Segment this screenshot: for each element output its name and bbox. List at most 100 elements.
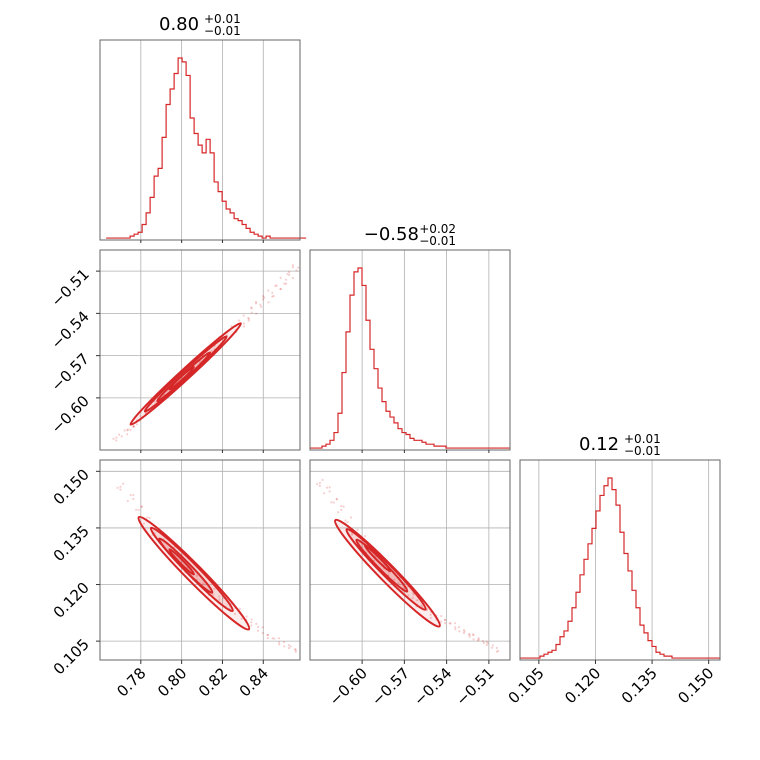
scatter-point bbox=[134, 508, 138, 511]
title-upper-error-0: +0.01 bbox=[204, 12, 241, 26]
scatter-point bbox=[126, 428, 130, 431]
scatter-point bbox=[485, 643, 488, 647]
scatter-point bbox=[122, 482, 125, 485]
y-tick-label: −0.51 bbox=[48, 265, 93, 310]
scatter-point bbox=[132, 425, 135, 428]
contour-level-3 bbox=[168, 365, 195, 391]
scatter-point bbox=[468, 633, 471, 636]
scatter-point bbox=[129, 428, 132, 431]
scatter-point bbox=[328, 486, 331, 489]
scatter-point bbox=[295, 269, 298, 272]
scatter-point bbox=[283, 645, 286, 648]
scatter-point bbox=[364, 535, 367, 538]
scatter-point bbox=[467, 633, 471, 636]
scatter-point bbox=[325, 486, 329, 489]
scatter-point bbox=[259, 303, 262, 306]
scatter-point bbox=[407, 594, 410, 597]
scatter-point bbox=[412, 593, 415, 596]
scatter-point bbox=[458, 630, 461, 633]
contour-level-3 bbox=[168, 548, 195, 576]
scatter-point bbox=[202, 582, 205, 585]
scatter-point bbox=[397, 582, 400, 585]
contour-level-3 bbox=[363, 544, 392, 573]
scatter-point bbox=[393, 578, 396, 581]
scatter-point bbox=[137, 508, 140, 512]
scatter-point bbox=[266, 633, 269, 636]
scatter-point bbox=[119, 488, 122, 491]
scatter-point bbox=[477, 638, 480, 641]
scatter-point bbox=[279, 276, 282, 279]
scatter-point bbox=[218, 598, 221, 601]
title-lower-error-2: −0.01 bbox=[624, 444, 661, 458]
scatter-point bbox=[332, 501, 335, 504]
scatter-point bbox=[463, 630, 466, 633]
scatter-point bbox=[256, 625, 260, 628]
scatter-point bbox=[271, 291, 274, 294]
scatter-point bbox=[142, 522, 146, 525]
scatter-point bbox=[250, 618, 253, 621]
scatter-point bbox=[340, 508, 343, 512]
marginal-title-2: 0.12 bbox=[579, 434, 619, 455]
x-tick-label: −0.60 bbox=[326, 664, 371, 709]
scatter-point bbox=[318, 481, 322, 485]
scatter-point bbox=[135, 423, 139, 426]
scatter-point bbox=[274, 284, 277, 288]
panel-2-0-background bbox=[100, 460, 300, 660]
scatter-point bbox=[279, 288, 282, 291]
y-tick-label: 0.105 bbox=[50, 635, 93, 678]
scatter-point bbox=[254, 302, 258, 305]
scatter-point bbox=[247, 317, 250, 320]
scatter-point bbox=[318, 484, 321, 487]
scatter-point bbox=[117, 433, 121, 436]
x-tick-label: 0.150 bbox=[674, 664, 717, 707]
panel-2-2-background bbox=[520, 460, 720, 660]
scatter-point bbox=[481, 639, 485, 643]
scatter-point bbox=[250, 621, 253, 624]
scatter-point bbox=[288, 271, 291, 274]
scatter-point bbox=[255, 312, 258, 315]
scatter-point bbox=[254, 300, 258, 304]
x-tick-label: 0.78 bbox=[113, 664, 149, 700]
scatter-point bbox=[277, 641, 281, 644]
title-lower-error-1: −0.01 bbox=[419, 234, 456, 248]
scatter-point bbox=[294, 648, 297, 651]
panel-1-1-frame bbox=[309, 249, 511, 451]
x-tick-label: −0.57 bbox=[368, 664, 413, 709]
scatter-point bbox=[420, 604, 423, 607]
scatter-point bbox=[287, 647, 291, 650]
scatter-point bbox=[495, 646, 498, 649]
scatter-point bbox=[233, 612, 236, 616]
panel-1-1-background bbox=[310, 250, 510, 450]
scatter-point bbox=[267, 289, 270, 292]
panel-2-1-gridlines bbox=[310, 460, 510, 660]
scatter-point bbox=[249, 306, 253, 309]
scatter-point bbox=[132, 425, 135, 428]
scatter-point bbox=[260, 305, 263, 308]
scatter-point bbox=[349, 516, 353, 519]
scatter-point bbox=[126, 499, 129, 503]
scatter-point bbox=[256, 629, 260, 632]
scatter-point bbox=[126, 433, 129, 436]
scatter-point bbox=[284, 282, 288, 285]
scatter-point bbox=[245, 615, 248, 618]
title-value: −0.58 bbox=[364, 224, 419, 245]
scatter-point bbox=[297, 266, 300, 269]
scatter-point bbox=[477, 637, 480, 640]
panel-1-1-gridlines bbox=[361, 250, 490, 450]
contours-2-0 bbox=[137, 515, 251, 631]
y-tick-label: −0.54 bbox=[48, 307, 93, 352]
scatter-point bbox=[340, 505, 343, 508]
panel-2-0-frame bbox=[99, 459, 301, 661]
title-value: 0.80 bbox=[159, 14, 199, 35]
scatter-point bbox=[321, 478, 324, 482]
scatter-point bbox=[291, 276, 294, 280]
scatter-point bbox=[148, 516, 151, 520]
scatter-point bbox=[273, 637, 276, 640]
scatter-point bbox=[139, 415, 142, 418]
scatter-point bbox=[291, 266, 295, 269]
scatter-point bbox=[261, 626, 264, 629]
scatter-point bbox=[237, 319, 241, 322]
scatter-point bbox=[247, 317, 250, 320]
title-value: 0.12 bbox=[579, 434, 619, 455]
panel-2-2-frame bbox=[519, 459, 721, 661]
